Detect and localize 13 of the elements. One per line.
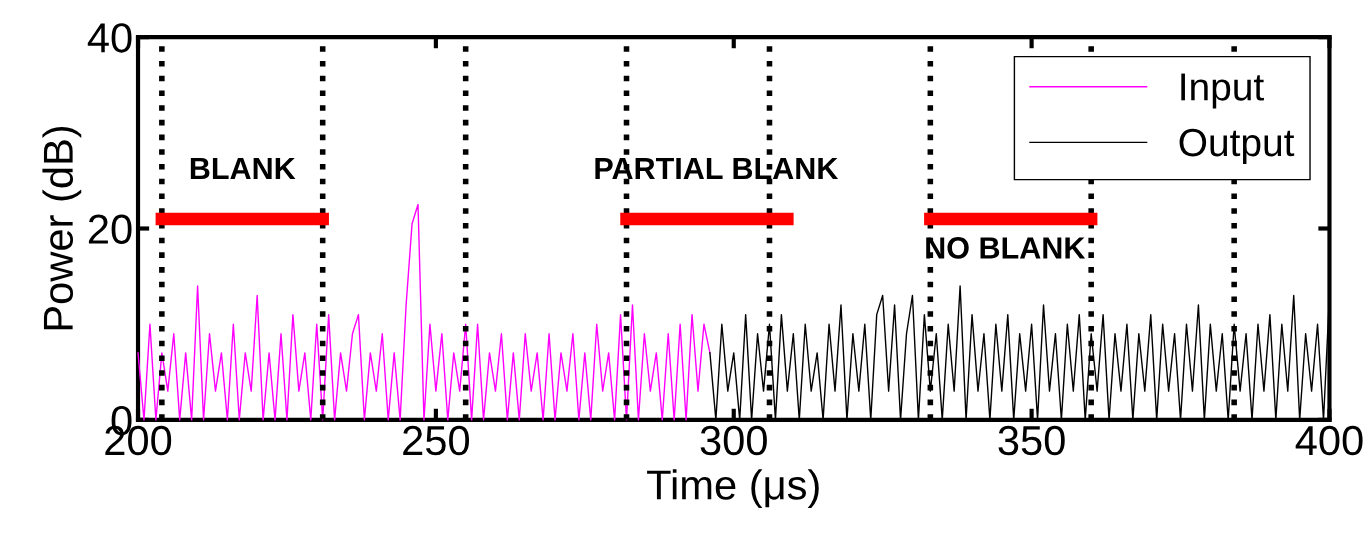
legend-label: Input (1181, 73, 1264, 109)
x-tick-label: 250 (403, 425, 470, 456)
y-tick-label: 20 (88, 214, 132, 245)
x-tick-label: 400 (1295, 425, 1363, 456)
x-tick-label: 300 (700, 425, 767, 456)
annotation: BLANK (190, 157, 296, 179)
y-axis-title: Power (dB) (42, 126, 82, 330)
x-tick-label: 350 (998, 425, 1065, 456)
y-tick-label: 40 (87, 23, 132, 53)
x-axis-title: Time (μs) (647, 469, 819, 508)
line-series (137, 203, 711, 421)
annotation: PARTIAL BLANK (595, 157, 839, 179)
legend-label: Output (1179, 128, 1295, 165)
